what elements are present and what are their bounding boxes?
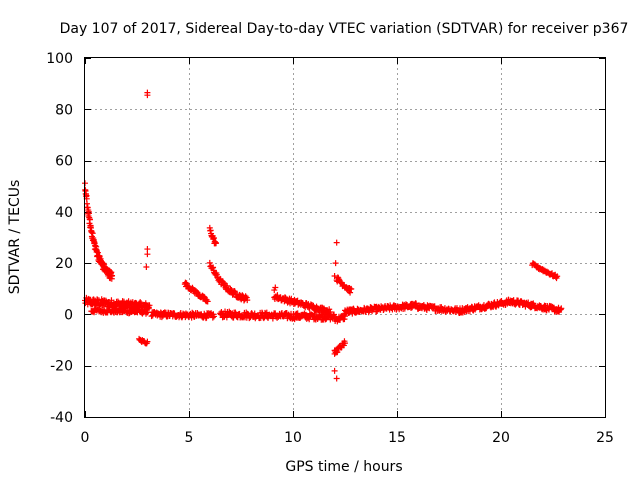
data-point <box>262 310 269 317</box>
y-tick-label: 0 <box>64 307 73 323</box>
data-point <box>144 246 151 253</box>
data-point <box>210 235 217 242</box>
data-point <box>331 367 338 374</box>
data-point <box>554 273 561 280</box>
data-point <box>342 340 348 347</box>
data-point <box>326 306 333 313</box>
data-point <box>210 313 217 320</box>
data-point <box>144 338 151 345</box>
data-point <box>109 272 116 279</box>
y-tick-label: 100 <box>46 51 73 67</box>
data-point <box>246 315 253 322</box>
data-points <box>82 89 565 382</box>
chart-title: Day 107 of 2017, Sidereal Day-to-day VTE… <box>60 21 629 37</box>
data-point <box>330 312 337 319</box>
data-point <box>333 375 340 382</box>
x-axis-label: GPS time / hours <box>285 459 402 475</box>
data-point <box>86 216 93 223</box>
data-point <box>331 347 338 354</box>
y-tick-label: 40 <box>55 205 73 221</box>
y-tick-label: 60 <box>55 154 73 170</box>
y-tick-label: 20 <box>55 256 73 272</box>
data-point <box>272 284 279 291</box>
data-point <box>552 274 559 281</box>
y-tick-label: -20 <box>50 359 73 375</box>
data-point <box>204 298 211 305</box>
x-tick-label: 20 <box>492 430 510 446</box>
data-point <box>232 309 239 316</box>
data-point <box>144 251 151 258</box>
x-tick-label: 25 <box>596 430 614 446</box>
data-point <box>226 308 233 315</box>
data-point <box>144 92 151 99</box>
data-point <box>327 308 334 315</box>
data-point <box>294 310 301 317</box>
y-axis-label: SDTVAR / TECUs <box>7 180 23 295</box>
x-tick-label: 0 <box>81 430 90 446</box>
data-point <box>310 302 317 309</box>
plot-frame <box>84 57 606 418</box>
x-tick-label: 5 <box>185 430 194 446</box>
data-point <box>146 302 153 309</box>
y-tick-label: -40 <box>50 410 73 426</box>
data-point <box>143 263 150 270</box>
data-point <box>331 272 338 279</box>
data-point <box>213 240 220 247</box>
x-tick-label: 15 <box>388 430 406 446</box>
data-point <box>244 297 251 304</box>
tick-labels: 0 5 10 15 20 25 -40 -20 0 20 40 60 80 100 <box>46 51 614 446</box>
data-point <box>332 260 339 267</box>
y-tick-label: 80 <box>55 102 73 118</box>
data-point <box>348 285 355 292</box>
data-point <box>333 239 340 246</box>
data-point <box>558 305 565 312</box>
x-tick-label: 10 <box>284 430 302 446</box>
